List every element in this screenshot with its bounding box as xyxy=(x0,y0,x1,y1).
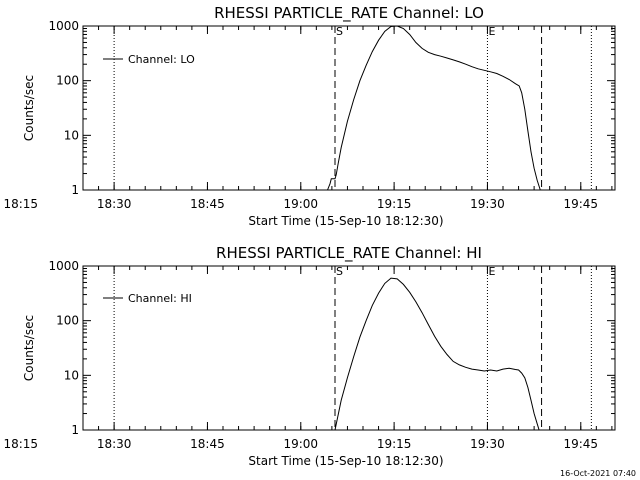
plot-frame xyxy=(82,25,616,191)
data-series-line xyxy=(334,277,540,431)
x-tick-label: 19:30 xyxy=(470,197,505,211)
legend: Channel: LO xyxy=(103,53,195,66)
y-tick-label: 100 xyxy=(56,314,79,328)
x-tick-label: 19:00 xyxy=(283,197,318,211)
event-marker-e: E xyxy=(488,265,495,278)
event-marker-e: E xyxy=(488,25,495,38)
event-marker-s: S xyxy=(336,265,343,278)
axis-ticks: 18:15 18:30 18:45 19:00 19:15 19:30 19:45 1 10 10… xyxy=(3,19,615,211)
y-axis-label: Counts/sec xyxy=(22,75,36,141)
chart-title: RHESSI PARTICLE_RATE Channel: HI xyxy=(216,244,482,263)
y-tick-label: 100 xyxy=(56,74,79,88)
x-tick-label: 18:15 xyxy=(3,437,38,451)
legend-label: Channel: LO xyxy=(128,53,195,66)
data-series-line xyxy=(327,25,541,191)
x-axis-label: Start Time (15-Sep-10 18:12:30) xyxy=(248,214,443,228)
render-timestamp: 16-Oct-2021 07:40 xyxy=(560,469,636,478)
x-tick-label: 18:45 xyxy=(190,437,225,451)
axis-ticks: 18:15 18:30 18:45 19:00 19:15 19:30 19:45 1 10 10… xyxy=(3,259,615,451)
x-tick-label: 18:30 xyxy=(97,197,132,211)
y-tick-label: 10 xyxy=(64,368,79,382)
y-axis-label: Counts/sec xyxy=(22,315,36,381)
y-tick-label: 1000 xyxy=(48,19,79,33)
x-tick-label: 19:00 xyxy=(283,437,318,451)
x-tick-label: 18:45 xyxy=(190,197,225,211)
legend: Channel: HI xyxy=(103,292,192,305)
y-tick-label: 1 xyxy=(71,183,79,197)
panel-lo: RHESSI PARTICLE_RATE Channel: LO Counts/… xyxy=(3,4,616,228)
legend-label: Channel: HI xyxy=(128,292,192,305)
x-tick-label: 19:30 xyxy=(470,437,505,451)
event-marker-s: S xyxy=(336,25,343,38)
x-tick-label: 19:45 xyxy=(563,437,598,451)
x-tick-label: 19:45 xyxy=(563,197,598,211)
chart-title: RHESSI PARTICLE_RATE Channel: LO xyxy=(214,4,484,23)
y-tick-label: 10 xyxy=(64,128,79,142)
panel-hi: RHESSI PARTICLE_RATE Channel: HI Counts/… xyxy=(3,244,616,468)
x-axis-label: Start Time (15-Sep-10 18:12:30) xyxy=(248,454,443,468)
x-tick-label: 19:15 xyxy=(377,197,412,211)
x-tick-label: 19:15 xyxy=(377,437,412,451)
y-tick-label: 1000 xyxy=(48,259,79,273)
plot-frame xyxy=(82,265,616,431)
y-tick-label: 1 xyxy=(71,423,79,437)
x-tick-label: 18:30 xyxy=(97,437,132,451)
x-tick-label: 18:15 xyxy=(3,197,38,211)
